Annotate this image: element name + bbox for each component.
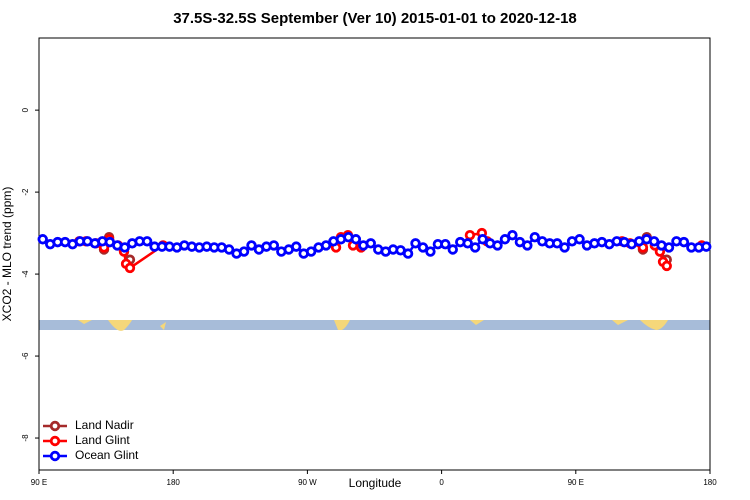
x-tick-label: 90 E	[568, 478, 584, 487]
y-tick-label: -6	[21, 352, 30, 360]
data-point	[464, 229, 476, 241]
data-point	[663, 242, 675, 253]
data-point	[238, 246, 250, 257]
data-point	[410, 238, 421, 249]
legend-marker	[49, 450, 61, 462]
legend-label: Land Glint	[75, 433, 130, 447]
data-point	[499, 234, 511, 245]
legend-marker	[49, 435, 61, 447]
data-point	[291, 241, 302, 252]
data-point	[268, 240, 280, 251]
data-point	[119, 242, 130, 253]
data-point	[447, 244, 458, 255]
data-point	[574, 234, 585, 245]
data-point	[462, 238, 473, 249]
x-tick-label: 180	[703, 478, 717, 487]
data-point	[522, 240, 533, 251]
legend-label: Land Nadir	[75, 418, 134, 432]
map-strip	[39, 320, 710, 331]
data-point	[701, 241, 712, 252]
x-tick-label: 180	[167, 478, 181, 487]
x-tick-label: 90 W	[298, 478, 317, 487]
data-point	[507, 229, 518, 241]
data-point	[559, 242, 570, 253]
data-point	[492, 240, 503, 251]
data-point	[440, 238, 451, 250]
legend-marker	[49, 420, 61, 432]
data-point	[551, 238, 563, 249]
x-tick-label: 90 E	[31, 478, 47, 487]
legend-label: Ocean Glint	[75, 448, 139, 462]
data-point	[477, 234, 488, 245]
data-point	[469, 242, 481, 253]
data-point	[124, 262, 136, 274]
y-axis-label: XCO2 - MLO trend (ppm)	[0, 187, 14, 322]
y-tick-label: -8	[21, 434, 30, 442]
x-axis-label: Longitude	[349, 476, 402, 490]
data-point	[678, 236, 690, 248]
data-point	[365, 238, 376, 249]
data-point	[246, 240, 257, 251]
data-point	[425, 246, 436, 257]
data-point	[350, 234, 362, 245]
data-point	[402, 248, 414, 259]
data-point	[661, 260, 672, 272]
y-tick-label: -4	[21, 270, 30, 278]
y-tick-label: 0	[21, 107, 30, 112]
data-point	[223, 244, 235, 255]
chart-title: 37.5S-32.5S September (Ver 10) 2015-01-0…	[173, 10, 577, 27]
plot-frame	[38, 37, 711, 471]
data-point	[305, 246, 317, 257]
data-point	[37, 234, 48, 245]
data-point	[141, 236, 153, 247]
data-point	[529, 231, 540, 243]
data-point	[648, 236, 660, 247]
data-point	[320, 240, 332, 251]
y-tick-label: -2	[21, 188, 30, 196]
x-tick-label: 0	[439, 478, 444, 487]
data-point	[417, 242, 429, 253]
